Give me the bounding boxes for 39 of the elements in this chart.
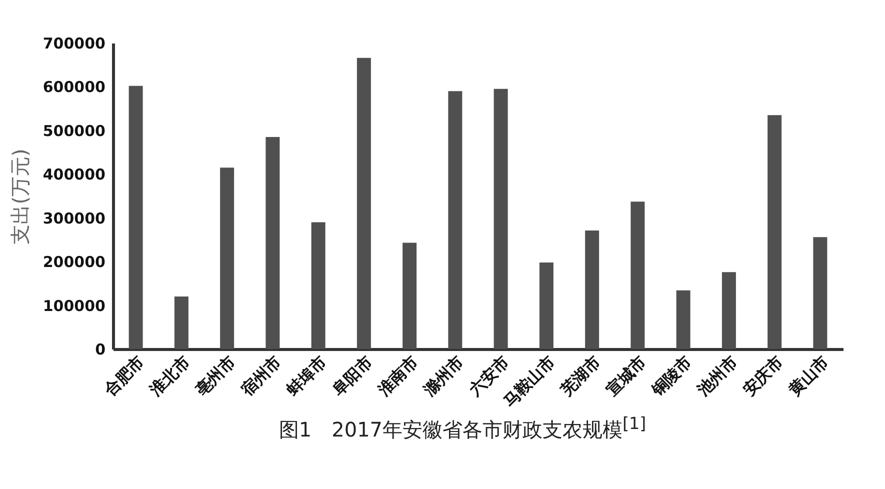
text: 图1 2017年安徽省各市财政支农规模$^{[1]}$ (278, 414, 648, 444)
y-tick-label: 400000 (42, 166, 106, 184)
x-tick-label: 宣城市 (602, 352, 650, 400)
x-tick-label: 铜陵市 (647, 352, 696, 400)
x-tick-label: 安庆市 (739, 352, 787, 400)
y-axis-title: 支出(万元) (8, 148, 32, 244)
bar (768, 115, 782, 349)
y-tick-label: 200000 (42, 253, 106, 272)
bar (128, 86, 143, 349)
x-tick-label: 池州市 (692, 352, 741, 400)
bar (311, 222, 326, 349)
x-tick-label: 亳州市 (192, 352, 240, 400)
bar (585, 230, 600, 349)
bar (676, 290, 690, 349)
x-tick-label: 芜湖市 (556, 352, 604, 400)
x-tick-label: 淮南市 (374, 352, 422, 400)
bar (174, 296, 188, 349)
bar (539, 262, 554, 349)
x-tick-label: 黄山市 (784, 352, 832, 400)
y-tick-label: 500000 (42, 122, 106, 140)
bar (494, 88, 508, 349)
bar (356, 58, 371, 349)
bar (220, 168, 234, 349)
y-tick-label: 100000 (42, 296, 106, 315)
bar (722, 272, 736, 349)
y-tick-label: 300000 (42, 209, 106, 228)
bar (448, 91, 462, 349)
x-tick-label: 滁州市 (419, 352, 468, 400)
x-tick-label: 宿州市 (236, 352, 285, 400)
y-tick-label: 0 (95, 340, 106, 358)
y-tick-label: 600000 (42, 78, 106, 96)
x-tick-label: 淮北市 (145, 352, 194, 400)
bar (266, 136, 280, 349)
y-tick-label: 700000 (42, 34, 106, 52)
bar (402, 242, 417, 349)
bar (813, 237, 828, 349)
bar (630, 202, 645, 349)
x-tick-label: 阜阳市 (328, 352, 376, 400)
x-tick-label: 蚌埠市 (282, 352, 330, 400)
